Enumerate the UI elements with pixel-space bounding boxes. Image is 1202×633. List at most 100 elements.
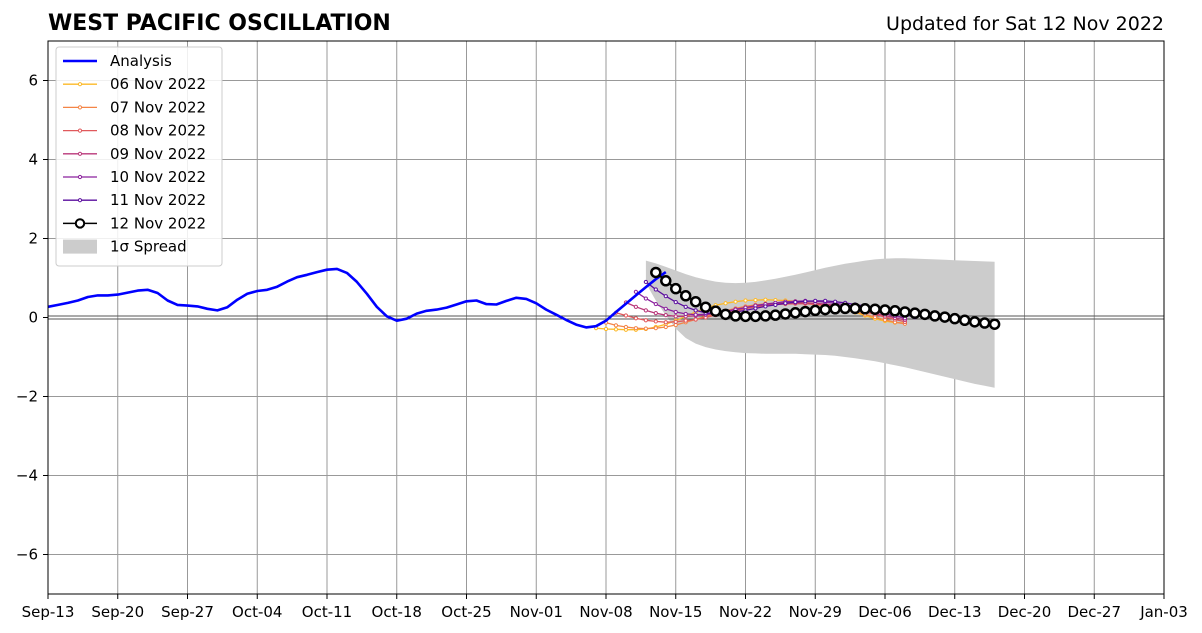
forecast-point (603, 326, 609, 332)
spread-band-layer (645, 258, 995, 388)
legend-item: 08 Nov 2022 (63, 122, 206, 140)
forecast-point (733, 299, 738, 304)
x-tick-label: Sep-20 (91, 603, 144, 621)
forecast-point (823, 298, 828, 304)
legend-marker (77, 198, 83, 203)
current-forecast-point (958, 314, 971, 327)
current-forecast-point (839, 302, 851, 315)
legend-label: 10 Nov 2022 (110, 168, 206, 186)
current-forecast-series (650, 266, 1001, 330)
forecast-point (693, 312, 698, 317)
forecast-point (753, 298, 758, 303)
forecast-point (763, 297, 768, 302)
forecast-point (613, 327, 619, 332)
forecast-point (673, 299, 678, 305)
legend-label: 11 Nov 2022 (110, 191, 206, 209)
forecast-point (673, 319, 678, 324)
forecast-point (673, 309, 678, 315)
forecast-point (723, 301, 728, 306)
legend-label: 09 Nov 2022 (110, 145, 206, 163)
current-forecast-point (679, 290, 692, 302)
forecast-point (653, 287, 658, 292)
x-tick-label: Dec-13 (928, 603, 982, 621)
current-forecast-point (919, 308, 931, 321)
forecast-point (663, 320, 668, 325)
chart-subtitle: Updated for Sat 12 Nov 2022 (886, 13, 1164, 35)
y-tick-label: −4 (16, 467, 38, 485)
forecast-point (643, 279, 648, 285)
current-forecast-point (769, 309, 782, 321)
legend-label: 07 Nov 2022 (110, 98, 206, 116)
forecast-point (743, 298, 748, 303)
current-forecast-point (650, 266, 662, 279)
x-tick-label: Jan-03 (1139, 603, 1188, 621)
forecast-point (653, 311, 658, 316)
legend-label: 1σ Spread (110, 238, 187, 256)
y-tick-label: −2 (16, 388, 38, 406)
current-forecast-point (670, 282, 682, 295)
forecast-point (683, 304, 688, 309)
analysis-line (47, 267, 667, 329)
legend-label: 08 Nov 2022 (110, 122, 206, 140)
legend-marker (77, 105, 83, 110)
y-axis: −6 −4 −2 0 2 4 6 (16, 72, 48, 564)
x-tick-label: Dec-06 (858, 603, 912, 621)
legend-item: 06 Nov 2022 (63, 75, 206, 93)
current-forecast-point (949, 312, 961, 325)
current-forecast-point (988, 318, 1001, 330)
y-tick-label: 2 (28, 230, 38, 248)
legend-item: 07 Nov 2022 (63, 98, 206, 116)
chart-title: WEST PACIFIC OSCILLATION (48, 11, 391, 36)
legend-label: 06 Nov 2022 (110, 75, 206, 93)
legend-item: 1σ Spread (63, 238, 187, 256)
forecast-point (773, 302, 778, 307)
forecast-point (683, 318, 688, 323)
forecast-point (633, 304, 638, 309)
legend-marker (74, 218, 86, 229)
legend-box (55, 46, 223, 267)
forecast-point (643, 318, 648, 323)
forecast-point (663, 306, 668, 311)
forecast-point (653, 326, 658, 331)
y-tick-label: 0 (28, 309, 38, 327)
legend-marker (77, 82, 83, 87)
x-tick-label: Nov-01 (510, 603, 563, 621)
forecast-point (693, 308, 698, 313)
x-tick-label: Oct-11 (302, 603, 352, 621)
current-forecast-point (739, 310, 752, 323)
current-forecast-point (829, 303, 841, 315)
x-tick-label: Nov-15 (649, 603, 702, 621)
current-forecast-point (709, 305, 722, 317)
forecast-point (663, 324, 668, 330)
forecast-point (653, 319, 658, 324)
current-forecast-point (929, 310, 941, 322)
forecast-point (813, 298, 818, 304)
forecast-point (783, 301, 788, 306)
forecast-point (623, 313, 629, 318)
forecast-point (693, 317, 698, 322)
spread-band (645, 258, 995, 388)
forecast-point (613, 323, 619, 328)
current-forecast-point (879, 304, 891, 316)
legend-marker (77, 128, 83, 133)
forecast-point (633, 316, 638, 321)
forecast-point (673, 314, 678, 319)
current-forecast-point (799, 305, 812, 318)
current-forecast-point (859, 303, 871, 315)
current-forecast-point (699, 301, 712, 313)
series-layer (47, 266, 1001, 332)
current-forecast-point (849, 302, 861, 315)
current-forecast-point (779, 308, 792, 320)
forecast-point (623, 324, 629, 330)
x-axis: Sep-13 Sep-20 Sep-27 Oct-04 Oct-11 Oct-18 Oct-… (22, 594, 1188, 621)
forecast-point (683, 311, 688, 317)
legend-item: 11 Nov 2022 (63, 191, 206, 209)
x-tick-label: Nov-08 (579, 603, 632, 621)
legend-item: Analysis (63, 52, 172, 70)
current-forecast-point (729, 310, 742, 322)
legend: Analysis 06 Nov 2022 07 Nov 2022 08 Nov 202… (55, 46, 223, 267)
legend-marker (77, 174, 83, 180)
forecast-point (633, 289, 638, 294)
x-tick-label: Dec-27 (1067, 603, 1121, 621)
y-tick-label: 6 (28, 72, 38, 90)
